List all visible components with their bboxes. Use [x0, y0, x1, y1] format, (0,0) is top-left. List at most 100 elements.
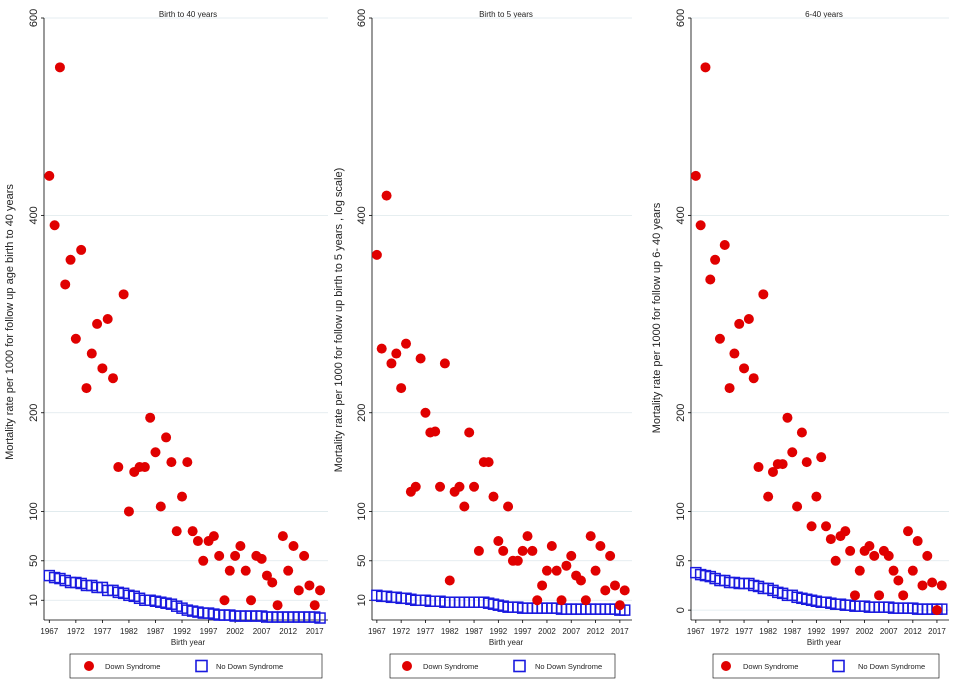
y-tick-label: 50	[356, 555, 368, 567]
point-down-syndrome	[796, 427, 807, 438]
point-down-syndrome	[177, 491, 188, 502]
point-down-syndrome	[556, 595, 567, 606]
point-down-syndrome	[792, 501, 803, 512]
point-down-syndrome	[44, 170, 55, 181]
point-down-syndrome	[830, 555, 841, 566]
point-down-syndrome	[376, 343, 387, 354]
x-tick-label: 1967	[687, 627, 705, 636]
point-down-syndrome	[49, 220, 60, 231]
panel-birth-to-40: Birth to 40 years Mortality rate per 100…	[4, 9, 328, 679]
y-axis-label: Mortality rate per 1000 for follow up 6-…	[651, 202, 663, 433]
point-down-syndrome	[386, 358, 397, 369]
x-axis-label: Birth year	[489, 638, 524, 647]
point-down-syndrome	[240, 565, 251, 576]
x-tick-label: 1977	[93, 627, 111, 636]
point-down-syndrome	[288, 540, 299, 551]
point-down-syndrome	[845, 545, 856, 556]
point-down-syndrome	[522, 531, 533, 542]
x-axis-label: Birth year	[171, 638, 206, 647]
point-down-syndrome	[118, 289, 129, 300]
y-tick-label: 400	[675, 206, 687, 224]
point-down-syndrome	[113, 462, 124, 473]
point-down-syndrome	[729, 348, 740, 359]
plot-area: 0 50 100 200 400 600 1967 1972 1977 1982 1987 1992 1…	[675, 9, 949, 636]
x-tick-label: 1982	[441, 627, 459, 636]
y-tick-label: 400	[356, 206, 368, 224]
legend-label-down: Down Syndrome	[423, 662, 478, 671]
x-tick-label: 2017	[611, 627, 629, 636]
legend-marker-no-down	[832, 659, 845, 673]
point-down-syndrome	[283, 565, 294, 576]
panel-birth-to-5: Birth to 5 years Mortality rate per 1000…	[333, 9, 632, 679]
point-down-syndrome	[864, 540, 875, 551]
x-tick-label: 2007	[253, 627, 271, 636]
y-tick-label: 600	[356, 9, 368, 27]
point-down-syndrome	[92, 318, 103, 329]
point-down-syndrome	[605, 550, 616, 561]
x-tick-label: 1997	[514, 627, 532, 636]
x-tick-label: 1982	[759, 627, 777, 636]
point-down-syndrome	[537, 580, 548, 591]
point-down-syndrome	[619, 585, 630, 596]
point-down-syndrome	[821, 521, 832, 532]
point-down-syndrome	[888, 565, 899, 576]
point-down-syndrome	[60, 279, 71, 290]
point-down-syndrome	[155, 501, 166, 512]
point-down-syndrome	[488, 491, 499, 502]
point-down-syndrome	[743, 314, 754, 324]
point-down-syndrome	[70, 333, 81, 344]
point-down-syndrome	[299, 550, 310, 561]
y-tick-label: 200	[356, 404, 368, 422]
x-tick-label: 1992	[807, 627, 825, 636]
point-down-syndrome	[401, 338, 412, 349]
point-down-syndrome	[883, 550, 894, 561]
x-tick-label: 1997	[832, 627, 850, 636]
point-down-syndrome	[763, 491, 774, 502]
legend-label-no-down: No Down Syndrome	[216, 662, 283, 671]
point-down-syndrome	[816, 452, 827, 463]
legend-label-no-down: No Down Syndrome	[858, 662, 925, 671]
point-down-syndrome	[806, 521, 817, 532]
x-tick-label: 1972	[67, 627, 85, 636]
point-down-syndrome	[315, 585, 326, 596]
point-down-syndrome	[493, 536, 504, 547]
point-down-syndrome	[931, 605, 942, 616]
point-down-syndrome	[777, 459, 788, 470]
point-down-syndrome	[483, 457, 494, 468]
point-down-syndrome	[150, 447, 161, 458]
x-axis-label: Birth year	[807, 638, 842, 647]
point-down-syndrome	[272, 600, 283, 611]
y-axis-label: Mortality rate per 1000 for follow up ag…	[4, 184, 16, 460]
point-down-syndrome	[256, 553, 267, 564]
point-down-syndrome	[309, 600, 320, 611]
y-tick-label: 200	[675, 404, 687, 422]
point-down-syndrome	[54, 62, 65, 73]
point-down-syndrome	[166, 457, 177, 468]
point-down-syndrome	[532, 595, 543, 606]
point-down-syndrome	[907, 565, 918, 576]
panel-title: 6-40 years	[805, 10, 843, 19]
point-down-syndrome	[753, 462, 764, 473]
point-down-syndrome	[840, 526, 851, 537]
point-down-syndrome	[700, 62, 711, 73]
legend-marker-down	[402, 661, 412, 671]
legend-box	[389, 653, 616, 679]
panel-6-to-40: 6-40 years Mortality rate per 1000 for f…	[651, 9, 949, 679]
point-down-syndrome	[97, 363, 108, 374]
point-down-syndrome	[208, 531, 219, 542]
point-down-syndrome	[102, 314, 113, 324]
point-down-syndrome	[267, 577, 278, 588]
point-down-syndrome	[825, 534, 836, 545]
point-down-syndrome	[903, 526, 914, 537]
x-tick-label: 2002	[538, 627, 556, 636]
point-down-syndrome	[464, 427, 475, 438]
point-down-syndrome	[503, 501, 514, 512]
point-down-syndrome	[214, 550, 225, 561]
panel-title: Birth to 40 years	[159, 10, 217, 19]
point-down-syndrome	[801, 457, 812, 468]
point-down-syndrome	[600, 585, 611, 596]
y-tick-label: 10	[356, 594, 368, 606]
point-down-syndrome	[145, 412, 156, 423]
x-tick-label: 2012	[587, 627, 605, 636]
